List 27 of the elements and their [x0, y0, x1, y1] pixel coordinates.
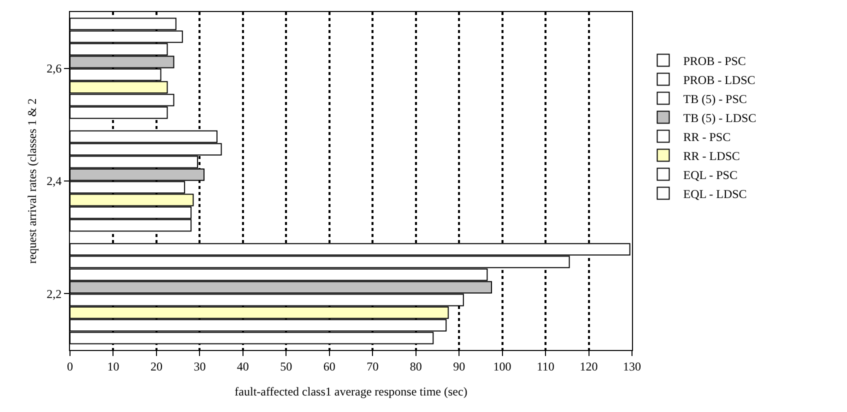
legend-label: PROB - LDSC	[683, 72, 756, 87]
x-tick-label: 90	[453, 359, 466, 374]
y-axis-title: request arrival rates (classes 1 & 2	[25, 98, 39, 264]
x-tick-label: 30	[194, 359, 206, 374]
x-tick-label: 100	[493, 359, 512, 374]
x-tick-label: 40	[236, 359, 249, 374]
legend-label: RR - PSC	[683, 130, 731, 144]
x-tick-label: 80	[410, 359, 422, 374]
x-axis-title: fault-affected class1 average response time (sec)	[234, 384, 468, 398]
y-tick-label: 2,4	[46, 174, 62, 188]
x-tick-label: 10	[107, 359, 120, 374]
x-tick-label: 20	[150, 359, 162, 374]
x-tick-label: 60	[323, 359, 336, 374]
x-tick-label: 0	[67, 359, 73, 374]
x-tick-label: 70	[366, 359, 379, 374]
y-tick-label: 2,2	[46, 286, 62, 301]
x-tick-label: 50	[280, 359, 292, 374]
x-tick-label: 130	[623, 359, 641, 374]
legend-label: PROB - PSC	[683, 54, 746, 68]
legend-label: EQL - LDSC	[683, 186, 747, 201]
x-tick-label: 110	[536, 359, 554, 374]
x-tick-label: 120	[580, 359, 598, 374]
y-tick-label: 2,6	[46, 62, 62, 76]
legend-label: TB (5) - PSC	[683, 92, 747, 106]
legend-label: RR - LDSC	[683, 148, 740, 163]
legend-label: TB (5) - LDSC	[683, 110, 756, 125]
legend-label: EQL - PSC	[683, 168, 738, 182]
